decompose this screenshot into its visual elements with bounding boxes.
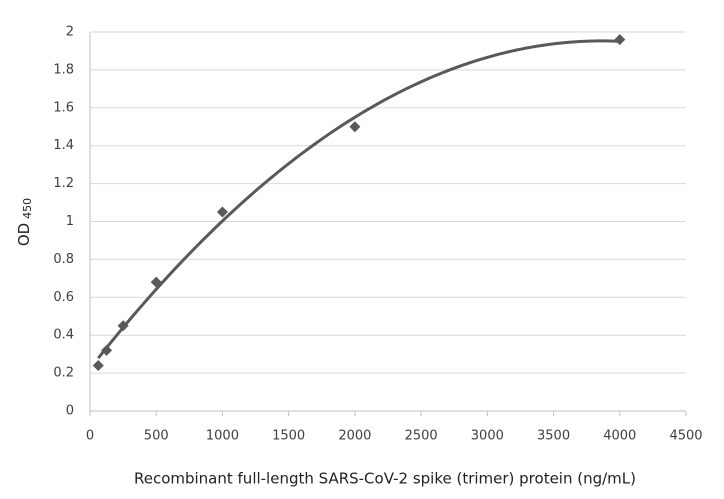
point [101, 344, 113, 356]
y-axis-title: OD 450 [15, 198, 35, 246]
trend-line [97, 39, 620, 359]
x-tick-label: 0 [86, 429, 94, 444]
point [349, 121, 361, 133]
point [150, 276, 162, 288]
y-tick-label: 0.8 [53, 252, 74, 267]
y-tick-label: 1.8 [53, 62, 74, 77]
point [92, 360, 104, 372]
x-tick-label: 2000 [338, 429, 371, 444]
y-tick-label: 1.2 [53, 176, 74, 191]
x-tick-label: 2500 [405, 429, 438, 444]
y-tick-label: 0.4 [53, 328, 74, 343]
point [117, 320, 129, 332]
point [614, 34, 626, 46]
x-tick-label: 4500 [669, 429, 702, 444]
y-tick-label: 1 [66, 214, 74, 229]
y-tick-label: 0.6 [53, 290, 74, 305]
y-axis-title-main: OD [15, 223, 33, 246]
x-tick-label: 4000 [603, 429, 636, 444]
y-tick-label: 2 [66, 25, 74, 40]
x-axis-title: Recombinant full-length SARS-CoV-2 spike… [134, 470, 636, 488]
x-tick-label: 3500 [537, 429, 570, 444]
x-tick-label: 1500 [272, 429, 305, 444]
x-tick-label: 500 [144, 429, 169, 444]
point [216, 206, 228, 218]
y-tick-label: 1.6 [53, 100, 74, 115]
y-tick-label: 0 [66, 404, 74, 419]
x-tick-label: 1000 [206, 429, 239, 444]
x-tick-label: 3000 [471, 429, 504, 444]
y-tick-label: 0.2 [53, 366, 74, 381]
y-tick-label: 1.4 [53, 138, 74, 153]
y-axis-title-sub: 450 [21, 198, 34, 219]
